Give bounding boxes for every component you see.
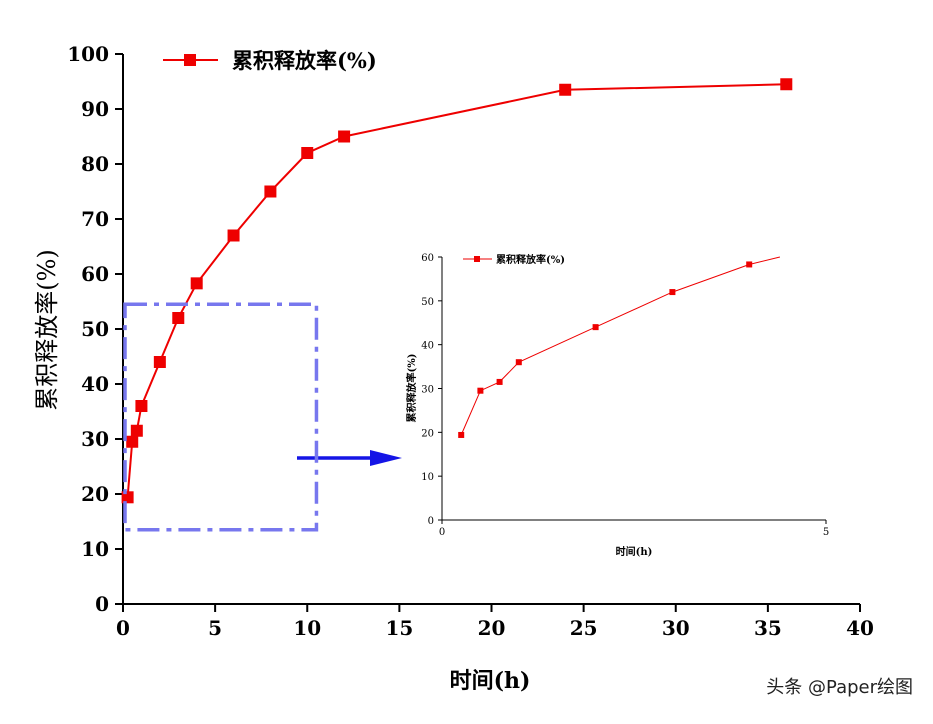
zoom-arrow-head [370, 450, 402, 466]
zoom-region-box [123, 302, 319, 532]
main-data-point [559, 83, 572, 96]
main-y-tick-label: 100 [67, 42, 109, 66]
main-y-tick-label: 10 [81, 537, 109, 561]
main-y-tick-label: 90 [81, 97, 109, 121]
main-data-point [190, 277, 203, 290]
inset-data-point [515, 359, 522, 366]
inset-data-point [746, 261, 753, 268]
main-data-point [264, 185, 277, 198]
inset-data-point [458, 431, 465, 438]
main-y-tick-label: 50 [81, 317, 109, 341]
inset-legend-marker [474, 256, 480, 262]
inset-series-line [460, 256, 781, 436]
main-y-axis-title: 累积释放率(%) [33, 249, 61, 411]
main-data-point [135, 400, 148, 412]
inset-data-point [477, 387, 484, 394]
inset-legend: 累积释放率(%) [463, 253, 565, 266]
main-y-tick-label: 20 [81, 482, 109, 506]
inset-legend-label: 累积释放率(%) [496, 253, 565, 266]
main-legend: 累积释放率(%) [163, 48, 377, 73]
main-y-tick-label: 70 [81, 207, 109, 231]
main-x-tick-label: 30 [662, 616, 690, 640]
main-x-tick-label: 5 [208, 616, 222, 640]
main-data-point [172, 312, 185, 324]
main-data-point [227, 229, 240, 242]
main-data-point [780, 78, 793, 91]
main-y-tick-label: 0 [95, 592, 109, 616]
watermark-text: 头条 @Paper绘图 [766, 677, 913, 698]
inset-data-point [496, 378, 503, 385]
inset-plot: 0 10 20 30 40 50 60 0 5 [421, 253, 829, 538]
main-y-tick-label: 60 [81, 262, 109, 286]
inset-y-tick-label: 50 [421, 297, 434, 308]
main-x-tick-label: 35 [754, 616, 782, 640]
main-x-tick-label: 40 [846, 616, 874, 640]
main-x-tick-label: 25 [570, 616, 598, 640]
main-data-point [121, 491, 134, 504]
main-data-point [338, 130, 351, 143]
inset-y-tick-label: 30 [421, 385, 434, 396]
main-x-tick-label: 20 [478, 616, 506, 640]
main-series-line [126, 83, 787, 498]
main-y-tick-label: 30 [81, 427, 109, 451]
inset-y-tick-label: 20 [421, 428, 434, 439]
inset-x-tick-label: 5 [823, 527, 829, 538]
main-data-point [126, 435, 139, 448]
inset-y-tick-label: 0 [428, 516, 434, 527]
inset-x-tick-label: 0 [439, 527, 445, 538]
zoom-arrow [297, 450, 402, 466]
main-x-tick-label: 10 [293, 616, 321, 640]
main-legend-label: 累积释放率(%) [232, 48, 377, 73]
inset-y-tick-label: 40 [421, 341, 434, 352]
inset-data-point [592, 324, 599, 331]
main-data-point [301, 147, 314, 159]
main-x-tick-label: 0 [116, 616, 130, 640]
main-x-tick-label: 15 [385, 616, 413, 640]
main-data-point [153, 356, 166, 368]
main-x-axis-title: 时间(h) [450, 668, 531, 694]
main-y-tick-label: 40 [81, 372, 109, 396]
main-data-point [130, 424, 143, 437]
inset-x-axis-title: 时间(h) [616, 545, 653, 558]
inset-data-point [669, 289, 676, 296]
inset-y-tick-label: 60 [421, 253, 434, 264]
inset-y-tick-label: 10 [421, 472, 434, 483]
inset-y-axis-title: 累积释放率(%) [405, 354, 418, 423]
main-legend-marker [184, 54, 196, 66]
main-y-tick-label: 80 [81, 152, 109, 176]
